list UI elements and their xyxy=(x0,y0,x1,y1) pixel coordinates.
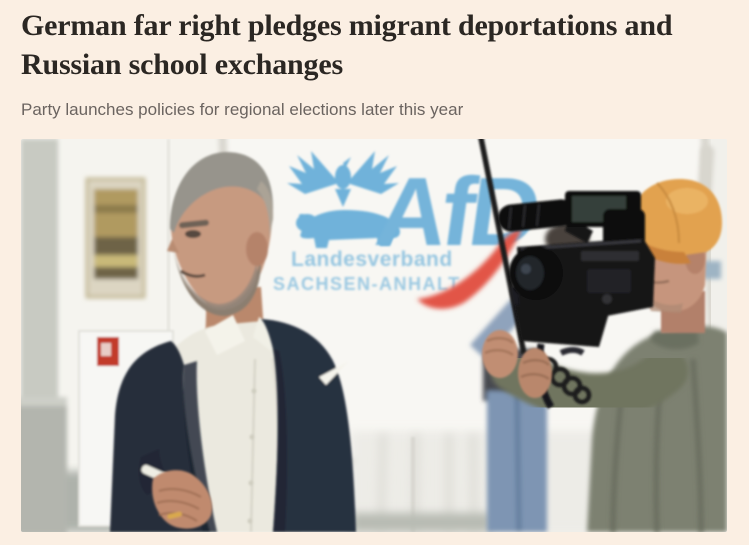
wedding-ring xyxy=(167,511,182,520)
article-image: AfD Landesverband SACHSEN-ANHALT xyxy=(21,139,727,532)
standfirst: Party launches policies for regional ele… xyxy=(21,100,464,119)
cameraman-cap xyxy=(623,179,722,264)
headline: German far right pledges migrant deporta… xyxy=(21,9,673,81)
cameraman-collar xyxy=(649,329,699,350)
cameraman-hands xyxy=(482,330,552,398)
shirt-collar-left xyxy=(205,315,245,355)
pocket-square xyxy=(319,361,349,385)
banner-leg xyxy=(411,437,415,532)
banner-line2-text: SACHSEN-ANHALT xyxy=(273,274,461,294)
framed-picture xyxy=(85,177,146,299)
politician-hair xyxy=(170,152,274,233)
banner-line1-text: Landesverband xyxy=(291,248,453,271)
politician xyxy=(110,152,356,532)
gray-cabinet xyxy=(21,397,67,532)
door-frame-line xyxy=(167,139,170,439)
politician-hand xyxy=(152,470,213,529)
window-blue-patch xyxy=(703,261,721,279)
video-camera xyxy=(498,191,655,409)
shotgun-mic xyxy=(498,199,574,232)
floor-center xyxy=(351,513,491,532)
afd-emblem xyxy=(287,151,401,248)
afd-swoosh xyxy=(417,228,522,309)
article-header: German far right pledges migrant deporta… xyxy=(0,0,749,121)
photo-illustration: AfD Landesverband SACHSEN-ANHALT xyxy=(21,139,727,532)
